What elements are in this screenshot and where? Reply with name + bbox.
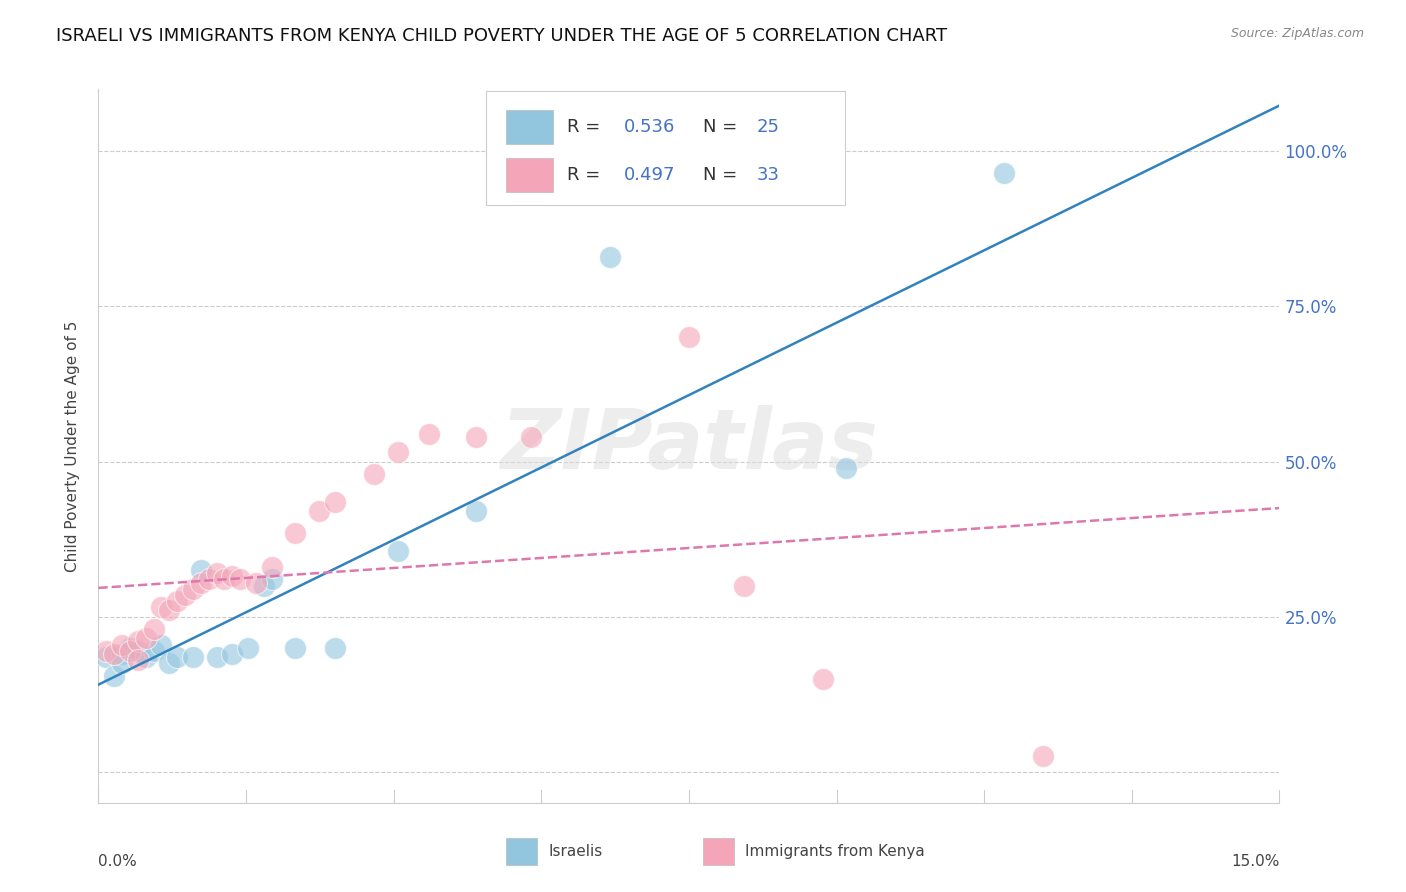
Point <box>236 640 259 655</box>
Point <box>387 544 409 558</box>
Text: 0.536: 0.536 <box>624 118 675 136</box>
Point <box>214 573 236 587</box>
Text: 0.497: 0.497 <box>624 166 675 184</box>
Point <box>284 525 307 540</box>
Point <box>811 672 834 686</box>
Point <box>135 650 157 665</box>
Point <box>127 644 149 658</box>
Point <box>111 656 134 670</box>
Point <box>96 644 118 658</box>
Point <box>221 647 243 661</box>
Point <box>1032 749 1054 764</box>
Point <box>465 504 488 518</box>
Point <box>166 650 188 665</box>
Point <box>260 560 283 574</box>
Point <box>363 467 385 481</box>
Point <box>993 166 1015 180</box>
Point <box>96 650 118 665</box>
Point <box>205 566 228 581</box>
Point <box>520 430 543 444</box>
Point <box>142 644 165 658</box>
Text: Immigrants from Kenya: Immigrants from Kenya <box>745 845 925 859</box>
Text: 33: 33 <box>756 166 779 184</box>
Point <box>197 573 219 587</box>
Text: 15.0%: 15.0% <box>1232 855 1279 869</box>
Point <box>111 638 134 652</box>
Point <box>284 640 307 655</box>
Point <box>166 594 188 608</box>
Text: R =: R = <box>567 118 606 136</box>
Point <box>111 647 134 661</box>
Point <box>465 430 488 444</box>
Point <box>150 600 173 615</box>
Point <box>387 445 409 459</box>
Point <box>127 653 149 667</box>
Point <box>181 650 204 665</box>
Point <box>323 495 346 509</box>
Point <box>733 579 755 593</box>
Point <box>245 575 267 590</box>
Text: 0.0%: 0.0% <box>98 855 138 869</box>
Point <box>835 460 858 475</box>
Point <box>260 573 283 587</box>
Point <box>181 582 204 596</box>
FancyBboxPatch shape <box>506 110 553 145</box>
Text: 25: 25 <box>756 118 779 136</box>
FancyBboxPatch shape <box>486 91 845 205</box>
Text: ZIPatlas: ZIPatlas <box>501 406 877 486</box>
FancyBboxPatch shape <box>506 158 553 192</box>
Point <box>599 250 621 264</box>
Point <box>118 644 141 658</box>
Point <box>103 647 125 661</box>
Point <box>157 603 180 617</box>
Point <box>174 588 197 602</box>
Point <box>253 579 276 593</box>
Point <box>323 640 346 655</box>
Point <box>418 426 440 441</box>
Text: N =: N = <box>703 166 744 184</box>
Text: R =: R = <box>567 166 606 184</box>
Text: N =: N = <box>703 118 744 136</box>
Point <box>157 656 180 670</box>
Point <box>142 622 165 636</box>
Point <box>308 504 330 518</box>
Point <box>118 640 141 655</box>
Text: Israelis: Israelis <box>548 845 603 859</box>
Point <box>190 563 212 577</box>
Point <box>135 632 157 646</box>
Point <box>190 575 212 590</box>
Point <box>103 668 125 682</box>
Point <box>221 569 243 583</box>
Y-axis label: Child Poverty Under the Age of 5: Child Poverty Under the Age of 5 <box>65 320 80 572</box>
Point <box>229 573 252 587</box>
Text: Source: ZipAtlas.com: Source: ZipAtlas.com <box>1230 27 1364 40</box>
Point <box>678 330 700 344</box>
Point <box>150 638 173 652</box>
Point <box>205 650 228 665</box>
Text: ISRAELI VS IMMIGRANTS FROM KENYA CHILD POVERTY UNDER THE AGE OF 5 CORRELATION CH: ISRAELI VS IMMIGRANTS FROM KENYA CHILD P… <box>56 27 948 45</box>
Point <box>127 634 149 648</box>
